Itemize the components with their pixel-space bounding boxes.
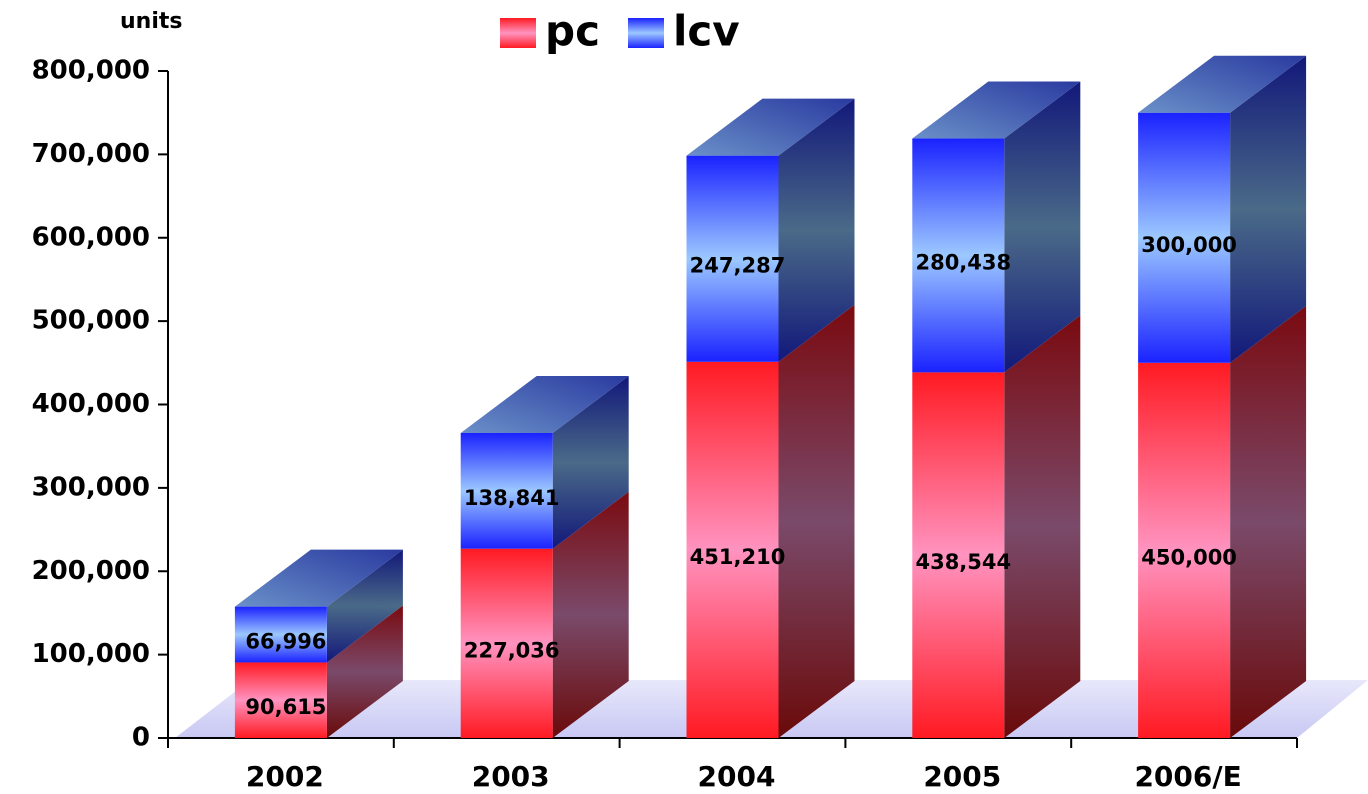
bar-side (1004, 315, 1081, 738)
legend-label: lcv (673, 7, 740, 56)
legend-swatch (500, 18, 536, 48)
data-label: 450,000 (1141, 545, 1237, 569)
y-tick-label: 200,000 (32, 556, 150, 586)
data-label: 227,036 (464, 638, 560, 662)
bar (686, 361, 779, 738)
y-tick-label: 0 (132, 723, 150, 753)
bar-side (326, 549, 403, 663)
y-tick-label: 300,000 (32, 472, 150, 502)
y-tick-label: 600,000 (32, 222, 150, 252)
bar-top (1138, 55, 1307, 113)
bar (1138, 362, 1231, 738)
bar (912, 372, 1005, 738)
bar-top (460, 375, 629, 433)
data-label: 300,000 (1141, 233, 1237, 257)
data-label: 90,615 (245, 695, 326, 719)
data-label: 280,438 (915, 250, 1011, 274)
data-label: 438,544 (915, 550, 1011, 574)
bar-side (1230, 55, 1307, 363)
bar-top (234, 549, 403, 607)
bar (1138, 112, 1231, 363)
bar-side (778, 304, 855, 738)
bar-side (778, 98, 855, 362)
bar-side (1230, 305, 1307, 738)
x-tick-label: 2005 (923, 760, 1001, 793)
bar (912, 138, 1005, 373)
y-tick-label: 800,000 (32, 56, 150, 86)
legend-swatch (628, 18, 664, 48)
bar (234, 606, 327, 663)
x-tick-label: 2004 (698, 760, 776, 793)
legend-label: pc (545, 7, 600, 56)
data-label: 66,996 (245, 630, 326, 654)
y-axis-label: units (120, 9, 182, 34)
bar (460, 548, 553, 738)
bar-side (552, 375, 629, 549)
x-tick-label: 2003 (472, 760, 550, 793)
bar-top (686, 98, 855, 156)
y-tick-label: 400,000 (32, 389, 150, 419)
y-tick-label: 100,000 (32, 639, 150, 669)
y-tick-label: 500,000 (32, 306, 150, 336)
bar (686, 155, 779, 362)
bar-side (326, 605, 403, 738)
data-label: 138,841 (464, 486, 560, 510)
bar (234, 662, 327, 738)
x-tick-label: 2006/E (1134, 760, 1241, 793)
bar-side (1004, 81, 1081, 373)
bar-side (552, 491, 629, 738)
x-tick-label: 2002 (246, 760, 324, 793)
data-label: 451,210 (690, 545, 786, 569)
y-tick-label: 700,000 (32, 139, 150, 169)
bar (460, 432, 553, 549)
bar-top (912, 81, 1081, 139)
data-label: 247,287 (690, 254, 786, 278)
